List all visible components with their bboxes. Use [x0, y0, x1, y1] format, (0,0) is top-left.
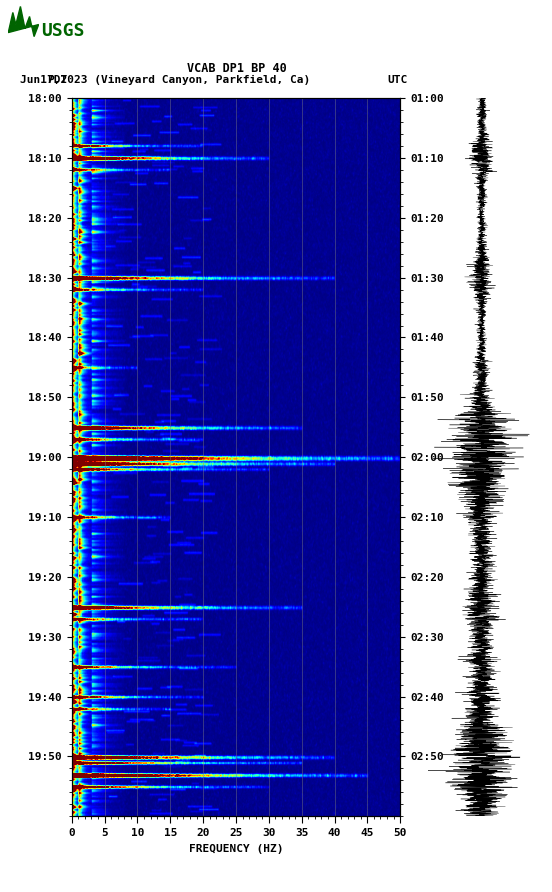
Text: Jun17,2023 (Vineyard Canyon, Parkfield, Ca): Jun17,2023 (Vineyard Canyon, Parkfield, …: [20, 75, 311, 86]
Polygon shape: [8, 6, 39, 37]
Text: USGS: USGS: [41, 22, 85, 40]
Text: PDT: PDT: [47, 75, 67, 86]
X-axis label: FREQUENCY (HZ): FREQUENCY (HZ): [189, 844, 283, 854]
Text: UTC: UTC: [388, 75, 407, 86]
Text: VCAB DP1 BP 40: VCAB DP1 BP 40: [188, 62, 287, 75]
